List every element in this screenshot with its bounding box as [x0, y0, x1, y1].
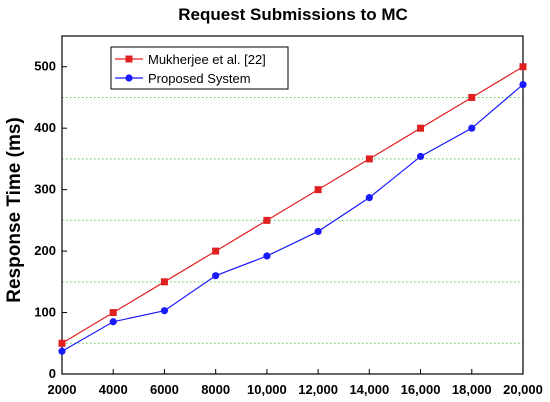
data-point-series-1 — [468, 93, 476, 101]
data-point-series-1 — [109, 309, 117, 317]
chart-title: Request Submissions to MC — [178, 5, 408, 24]
x-tick-label: 12,000 — [298, 382, 338, 397]
y-tick-label: 300 — [34, 182, 56, 197]
legend-box — [110, 46, 289, 90]
x-tick-label: 6000 — [150, 382, 179, 397]
series-line-2 — [61, 84, 524, 352]
y-tick-label: 400 — [34, 120, 56, 135]
x-tick-label: 20,000 — [503, 382, 543, 397]
legend-label-series-2: Proposed System — [148, 71, 251, 86]
data-point-series-2 — [212, 272, 220, 280]
grid-lines — [62, 96, 523, 344]
series-line-1 — [61, 66, 524, 344]
data-point-series-1 — [519, 63, 527, 71]
data-point-series-2 — [416, 152, 425, 161]
tick-labels: 0 100 200 300 400 500 2000 4000 6000 8000 10,000 12… — [34, 59, 543, 397]
legend: Mukherjee et al. [22] Proposed System — [110, 46, 289, 90]
x-tick-label: 2000 — [48, 382, 77, 397]
x-tick-label: 8000 — [201, 382, 230, 397]
data-point-series-1 — [365, 155, 373, 163]
y-tick-label: 100 — [34, 305, 56, 320]
y-tick-label: 500 — [34, 59, 56, 74]
plot-frame — [61, 35, 524, 375]
data-point-series-1 — [417, 124, 425, 132]
x-tick-label: 18,000 — [452, 382, 492, 397]
data-point-series-2 — [109, 318, 117, 326]
axes — [61, 35, 524, 375]
legend-marker-series-1 — [125, 55, 133, 63]
data-point-series-2 — [58, 347, 66, 355]
data-point-series-2 — [263, 252, 271, 260]
data-point-series-1 — [160, 278, 168, 286]
x-tick-label: 14,000 — [349, 382, 389, 397]
y-axis-label: Response Time (ms) — [4, 117, 25, 302]
x-tick-label: 4000 — [99, 382, 128, 397]
legend-label-series-1: Mukherjee et al. [22] — [148, 52, 266, 67]
x-tick-label: 16,000 — [401, 382, 441, 397]
data-point-series-2 — [160, 307, 169, 315]
data-point-series-1 — [212, 247, 220, 255]
data-point-series-1 — [58, 339, 66, 347]
y-tick-label: 0 — [49, 366, 56, 381]
data-point-series-1 — [263, 216, 271, 224]
data-point-series-2 — [365, 194, 373, 202]
data-point-series-1 — [314, 186, 322, 194]
data-point-series-2 — [519, 80, 527, 89]
x-tick-label: 10,000 — [247, 382, 287, 397]
data-point-series-2 — [468, 124, 476, 132]
series-group — [58, 63, 527, 355]
y-tick-label: 200 — [34, 243, 56, 258]
legend-marker-series-2 — [125, 74, 133, 82]
data-point-series-2 — [314, 227, 322, 236]
